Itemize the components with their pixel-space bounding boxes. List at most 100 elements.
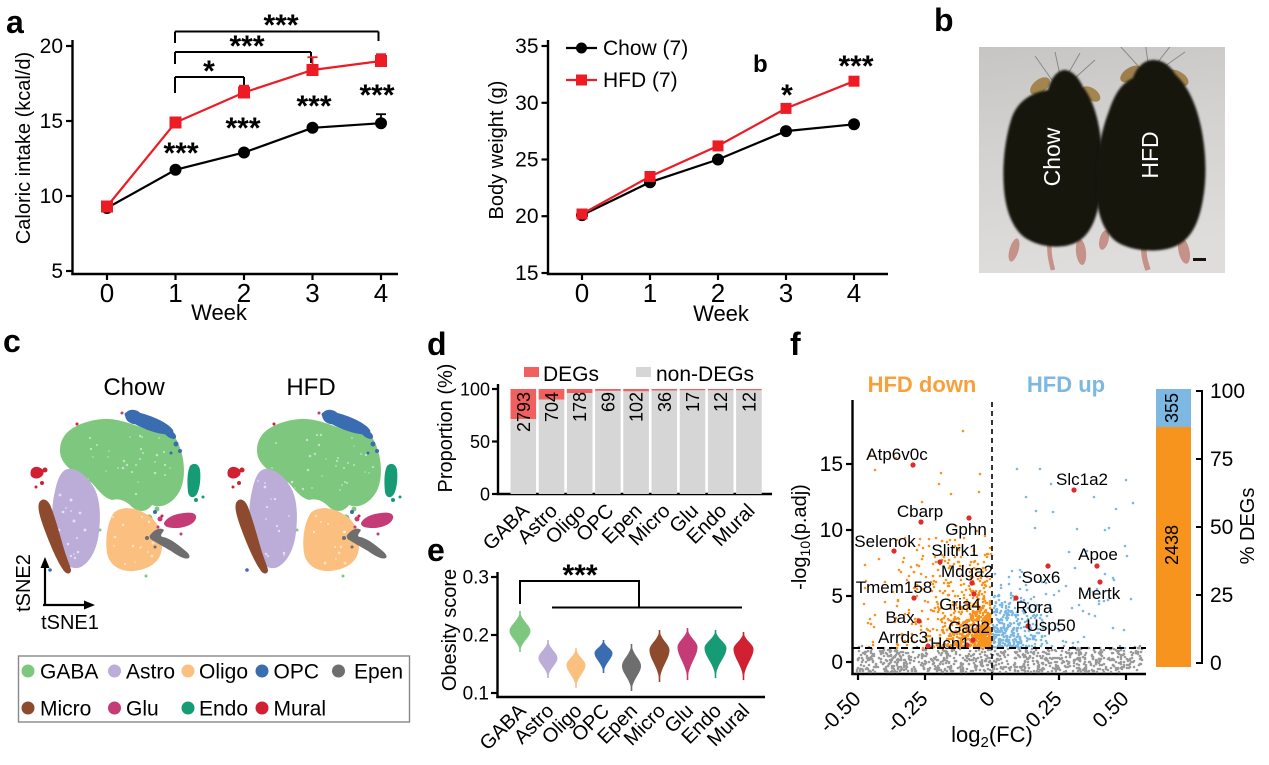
svg-text:20: 20 [40,35,63,58]
svg-text:0.2: 0.2 [463,626,489,647]
svg-text:Atp6v0c: Atp6v0c [866,445,928,464]
svg-text:20: 20 [515,205,538,228]
svg-text:*: * [203,55,215,88]
svg-text:50: 50 [1210,516,1233,539]
svg-text:25: 25 [515,149,538,172]
svg-text:DEGs: DEGs [543,363,599,386]
svg-text:tSNE2: tSNE2 [13,554,35,612]
svg-text:0: 0 [100,278,114,308]
svg-text:HFD: HFD [286,374,335,401]
svg-text:Rora: Rora [1016,598,1053,617]
svg-text:10: 10 [820,519,843,542]
svg-text:0: 0 [480,485,490,505]
svg-text:Chow: Chow [103,374,165,401]
svg-text:Gria4: Gria4 [939,595,981,614]
svg-text:Proportion (%): Proportion (%) [435,364,457,493]
svg-text:3: 3 [779,278,793,308]
svg-text:Epen: Epen [354,661,403,684]
svg-text:e: e [427,532,445,568]
svg-text:Slc1a2: Slc1a2 [1056,470,1108,489]
svg-text:b: b [934,2,954,38]
svg-text:Astro: Astro [126,661,175,684]
svg-text:Usp50: Usp50 [1026,616,1075,635]
svg-text:1: 1 [168,278,182,308]
svg-text:100: 100 [1210,380,1245,403]
svg-text:d: d [427,326,447,362]
svg-text:non-DEGs: non-DEGs [656,363,754,386]
svg-text:Cbarp: Cbarp [897,502,943,521]
svg-text:-log10(p.adj): -log10(p.adj) [789,484,813,590]
svg-text:Gphn: Gphn [945,520,987,539]
svg-text:0.3: 0.3 [463,568,489,589]
svg-text:2793: 2793 [514,392,534,432]
svg-text:15: 15 [40,110,63,133]
svg-text:75: 75 [1210,448,1233,471]
svg-text:36: 36 [655,392,675,412]
svg-text:% DEGs: % DEGs [1237,488,1259,565]
svg-text:0: 0 [1210,652,1222,675]
svg-text:15: 15 [820,453,843,476]
svg-text:2: 2 [237,278,251,308]
svg-text:102: 102 [627,392,647,422]
svg-text:69: 69 [598,392,618,412]
svg-text:***: *** [562,559,597,592]
svg-text:log2(FC): log2(FC) [951,722,1033,751]
svg-text:Sox6: Sox6 [1022,568,1061,587]
svg-text:3: 3 [305,278,319,308]
svg-text:12: 12 [711,392,731,412]
svg-text:Mdga2: Mdga2 [941,562,993,581]
svg-text:Hcn1: Hcn1 [930,634,970,653]
svg-text:100: 100 [460,380,490,400]
svg-text:Mertk: Mertk [1078,584,1121,603]
svg-text:0.1: 0.1 [463,684,489,705]
svg-text:5: 5 [831,585,843,608]
svg-text:OPC: OPC [274,661,320,684]
svg-text:HFD (7): HFD (7) [603,69,678,92]
svg-text:Slitrk1: Slitrk1 [931,541,978,560]
svg-text:12: 12 [739,392,759,412]
svg-text:HFD up: HFD up [1027,372,1105,397]
svg-text:10: 10 [40,185,63,208]
svg-text:GABA: GABA [40,661,98,684]
svg-text:Caloric intake (kcal/d): Caloric intake (kcal/d) [13,52,35,244]
svg-text:***: *** [263,9,298,42]
svg-text:17: 17 [683,392,703,412]
svg-text:***: *** [225,112,260,145]
svg-text:Bax: Bax [885,608,915,627]
svg-text:Tmem158: Tmem158 [856,578,933,597]
svg-text:Endo: Endo [199,698,248,721]
svg-text:355: 355 [1162,393,1182,423]
svg-text:15: 15 [515,262,538,285]
svg-text:Mural: Mural [274,698,327,721]
svg-text:HFD down: HFD down [868,372,977,397]
svg-text:b: b [753,51,768,78]
svg-text:Chow (7): Chow (7) [603,37,688,60]
svg-text:0: 0 [831,651,843,674]
svg-text:2438: 2438 [1162,525,1182,565]
svg-text:***: *** [296,90,331,123]
svg-text:a: a [6,4,24,40]
svg-text:Chow: Chow [1039,127,1065,186]
svg-text:35: 35 [515,35,538,58]
svg-text:Arrdc3: Arrdc3 [878,628,928,647]
svg-text:0: 0 [575,278,589,308]
svg-text:Body weight (g): Body weight (g) [486,81,508,220]
svg-text:Oligo: Oligo [199,661,248,684]
svg-text:25: 25 [1210,584,1233,607]
svg-text:HFD: HFD [1137,131,1163,178]
svg-text:30: 30 [515,92,538,115]
svg-text:1: 1 [643,278,657,308]
svg-text:704: 704 [542,392,562,422]
svg-text:50: 50 [470,432,490,452]
svg-text:Obesity score: Obesity score [439,569,461,691]
svg-text:Apoe: Apoe [1078,545,1118,564]
svg-text:4: 4 [847,278,861,308]
svg-text:c: c [3,323,21,359]
svg-text:4: 4 [374,278,388,308]
svg-text:tSNE1: tSNE1 [41,612,99,634]
svg-text:2: 2 [711,278,725,308]
svg-text:Micro: Micro [40,698,91,721]
svg-text:178: 178 [570,392,590,422]
svg-text:Gad2: Gad2 [948,618,990,637]
svg-text:***: *** [229,30,264,63]
